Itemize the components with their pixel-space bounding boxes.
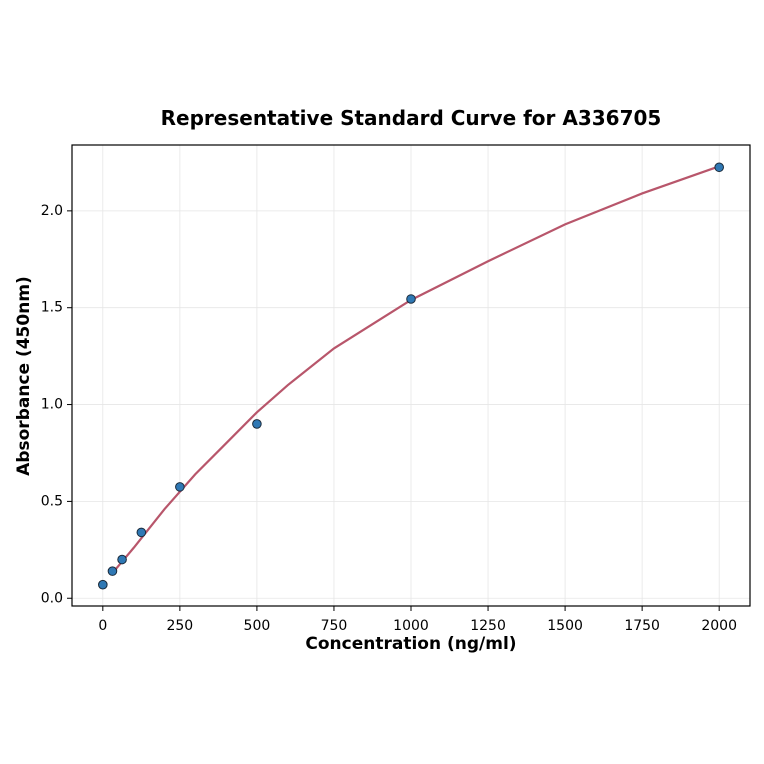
x-tick-label: 0 [98,618,107,634]
data-point [107,566,118,576]
data-point [175,482,185,492]
x-tick-label: 1250 [470,618,506,634]
data-point [406,294,416,304]
x-tick-label: 1000 [393,618,429,634]
data-point [714,162,724,173]
y-axis-label: Absorbance (450nm) [14,276,34,476]
data-point [136,527,147,538]
data-point [98,579,108,590]
y-tick-label: 0.5 [41,493,63,509]
y-tick-label: 0.0 [41,590,63,606]
x-tick-label: 750 [321,618,348,634]
x-tick-label: 1750 [624,618,660,634]
x-tick-label: 1500 [547,618,583,634]
x-axis-label: Concentration (ng/ml) [305,634,516,654]
y-tick-label: 1.5 [41,300,63,316]
chart-title: Representative Standard Curve for A33670… [161,106,662,130]
x-tick-label: 2000 [701,618,737,634]
y-tick-label: 1.0 [41,397,63,413]
plot-frame [71,144,751,607]
data-point [252,419,262,429]
x-tick-label: 500 [244,618,271,634]
data-point [117,554,127,565]
y-tick-label: 2.0 [41,203,63,219]
x-tick-label: 250 [166,618,193,634]
fit-curve [111,165,720,574]
